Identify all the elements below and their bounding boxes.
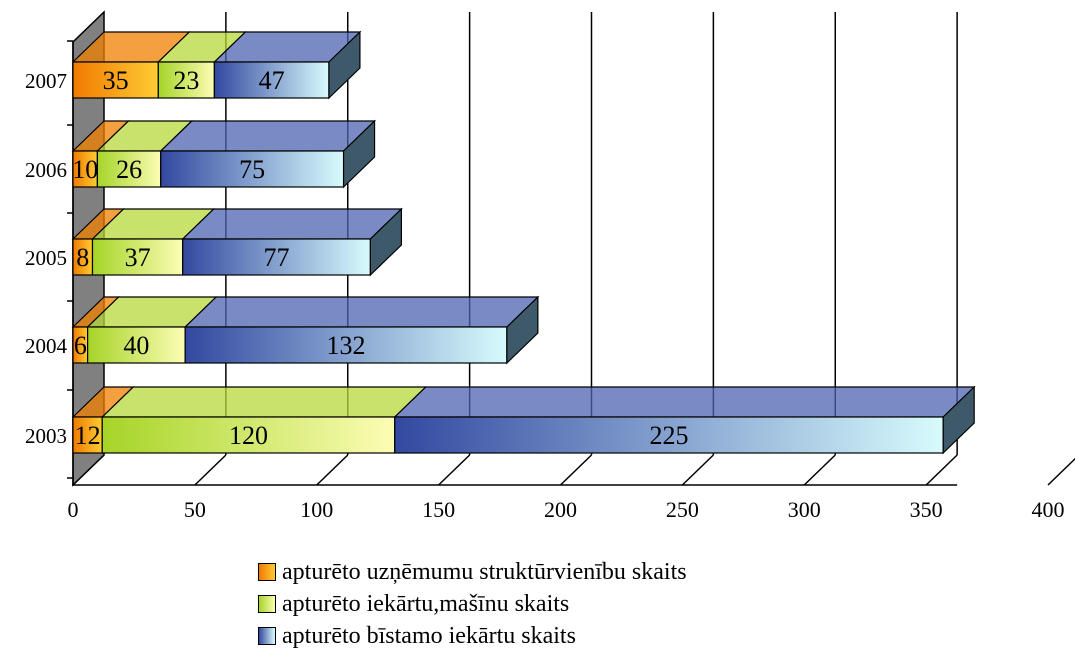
legend: apturēto uzņēmumu struktūrvienību skaits… xyxy=(258,556,687,652)
bar-segment xyxy=(182,238,371,276)
data-label: 75 xyxy=(239,155,265,184)
data-label: 225 xyxy=(649,421,688,450)
chart: 0 50 100 150 200 250 300 350 400 2003 2004 2005 2006… xyxy=(25,10,1075,522)
data-label: 10 xyxy=(72,155,98,184)
legend-swatch xyxy=(258,563,276,581)
data-label: 37 xyxy=(125,243,151,272)
bar-end-face xyxy=(342,119,376,189)
legend-item: apturēto uzņēmumu struktūrvienību skaits xyxy=(258,556,687,588)
bar-top-face xyxy=(183,296,540,328)
legend-label: apturēto iekārtu,mašīnu skaits xyxy=(282,590,570,617)
x-tick-label: 150 xyxy=(422,497,455,522)
floor-gridline xyxy=(1047,457,1075,486)
floor-gridline xyxy=(925,454,958,486)
x-tick-label: 0 xyxy=(68,497,79,522)
legend-item: apturēto iekārtu,mašīnu skaits xyxy=(258,588,687,620)
legend-label: apturēto bīstamo iekārtu skaits xyxy=(282,622,576,649)
y-category-label: 2003 xyxy=(25,424,67,448)
floor-gridline xyxy=(803,454,836,486)
data-label: 23 xyxy=(173,66,199,95)
data-label: 8 xyxy=(76,243,89,272)
x-tick-label: 300 xyxy=(788,497,821,522)
legend-label: apturēto uzņēmumu struktūrvienību skaits xyxy=(282,558,687,585)
floor-gridline xyxy=(316,454,349,486)
bar-end-face xyxy=(369,207,402,277)
bar-segment xyxy=(96,150,162,188)
floor-gridline xyxy=(681,454,714,486)
x-tick-label: 350 xyxy=(910,497,943,522)
x-tick-label: 50 xyxy=(184,497,206,522)
x-tick-label: 200 xyxy=(544,497,577,522)
y-category-label: 2005 xyxy=(25,246,67,270)
data-label: 6 xyxy=(74,331,87,360)
x-tick-label: 400 xyxy=(1032,497,1065,522)
bar-end-face xyxy=(942,385,975,455)
floor-gridline xyxy=(559,454,593,486)
bar-segment xyxy=(160,150,345,188)
bar-segment xyxy=(394,416,944,454)
bar-end-face xyxy=(328,30,361,100)
data-label: 47 xyxy=(259,66,285,95)
data-label: 35 xyxy=(103,66,129,95)
bar-segment xyxy=(91,238,184,276)
bar-top-face xyxy=(181,208,403,240)
bar-end-face xyxy=(506,295,539,365)
bar-segment xyxy=(184,326,508,364)
data-label: 120 xyxy=(229,421,268,450)
data-label: 26 xyxy=(116,155,142,184)
legend-swatch xyxy=(258,627,276,645)
x-tick-label: 250 xyxy=(666,497,699,522)
data-label: 77 xyxy=(264,243,290,272)
bar-top-face xyxy=(159,120,377,152)
data-label: 40 xyxy=(123,331,149,360)
bar-segment xyxy=(101,416,396,454)
data-label: 132 xyxy=(327,331,366,360)
bar-top-face xyxy=(100,386,428,418)
floor-gridline xyxy=(438,454,471,486)
data-label: 12 xyxy=(75,421,101,450)
floor-gridline xyxy=(194,454,227,486)
legend-item: apturēto bīstamo iekārtu skaits xyxy=(258,620,687,652)
legend-swatch xyxy=(258,595,276,613)
y-category-label: 2007 xyxy=(25,69,67,93)
bar-top-face xyxy=(393,386,976,418)
bar-segment xyxy=(72,416,103,454)
x-tick-label: 100 xyxy=(300,497,333,522)
y-category-label: 2004 xyxy=(25,334,68,358)
bar-segment xyxy=(213,61,330,99)
y-category-label: 2006 xyxy=(25,158,67,182)
